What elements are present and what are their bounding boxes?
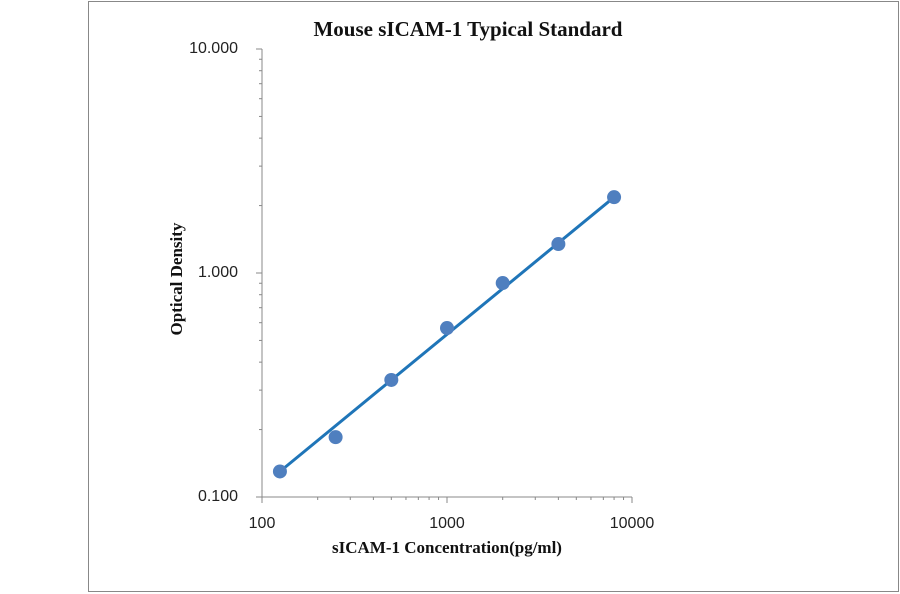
data-point [607, 190, 622, 205]
y-tick-label: 10.000 [189, 40, 238, 57]
x-tick-label: 10000 [610, 515, 655, 532]
x-tick-label: 1000 [429, 515, 465, 532]
chart-title: Mouse sICAM-1 Typical Standard [313, 17, 622, 41]
y-tick-label: 1.000 [198, 264, 238, 281]
x-tick-label: 100 [249, 515, 276, 532]
data-point [272, 464, 287, 479]
x-axis-label: sICAM-1 Concentration(pg/ml) [332, 538, 562, 557]
data-point [551, 237, 566, 252]
data-point [384, 372, 399, 387]
y-axis-label: Optical Density [167, 222, 186, 335]
data-point [440, 321, 454, 336]
data-point [495, 276, 510, 291]
data-point [328, 430, 343, 445]
y-tick-label: 0.100 [198, 488, 238, 505]
